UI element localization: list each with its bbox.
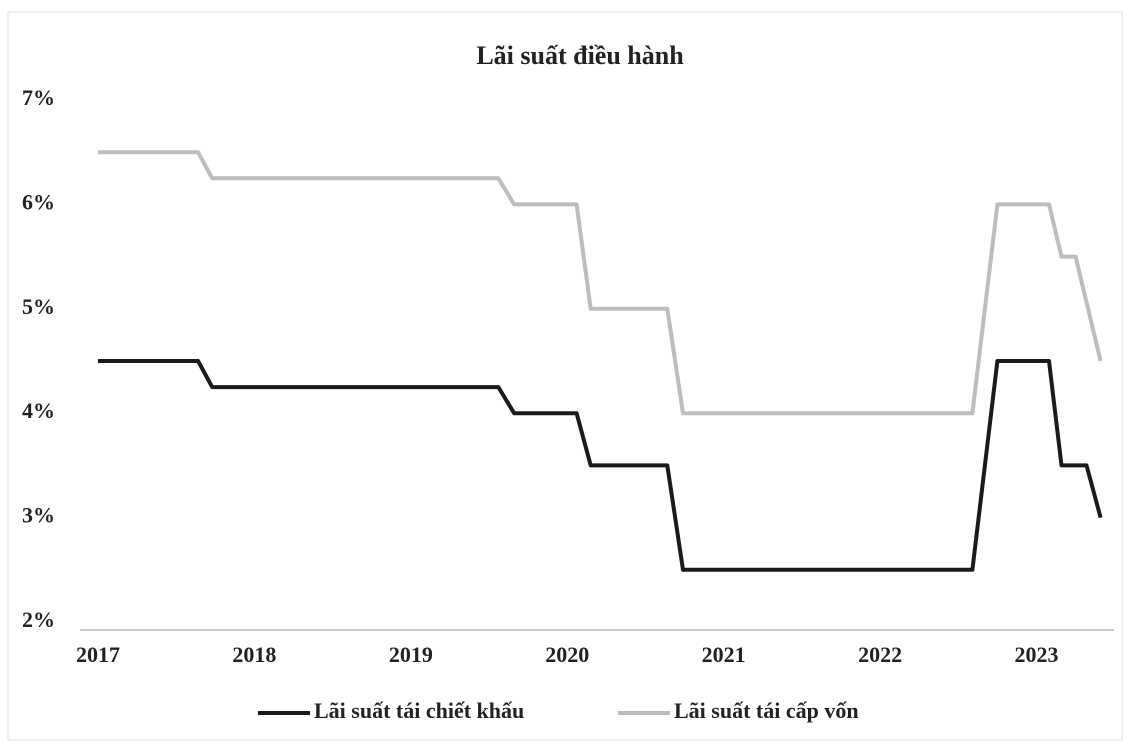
x-tick-label: 2019 xyxy=(389,642,433,667)
chart-title: Lãi suất điều hành xyxy=(476,41,684,70)
y-tick-label: 2% xyxy=(22,607,55,632)
x-tick-label: 2022 xyxy=(858,642,902,667)
x-tick-label: 2021 xyxy=(702,642,746,667)
chart-frame xyxy=(7,11,1123,741)
y-tick-label: 7% xyxy=(22,85,55,110)
x-tick-label: 2020 xyxy=(545,642,589,667)
y-tick-label: 4% xyxy=(22,398,55,423)
line-series xyxy=(98,359,1103,572)
x-tick-label: 2017 xyxy=(76,642,120,667)
y-tick-label: 3% xyxy=(22,503,55,528)
y-tick-label: 5% xyxy=(22,294,55,319)
y-tick-label: 6% xyxy=(22,189,55,214)
legend-label: Lãi suất tái chiết khấu xyxy=(314,698,524,723)
x-tick-label: 2018 xyxy=(232,642,276,667)
x-tick-label: 2023 xyxy=(1014,642,1058,667)
legend-label: Lãi suất tái cấp vốn xyxy=(674,698,859,723)
line-series xyxy=(98,150,1103,416)
